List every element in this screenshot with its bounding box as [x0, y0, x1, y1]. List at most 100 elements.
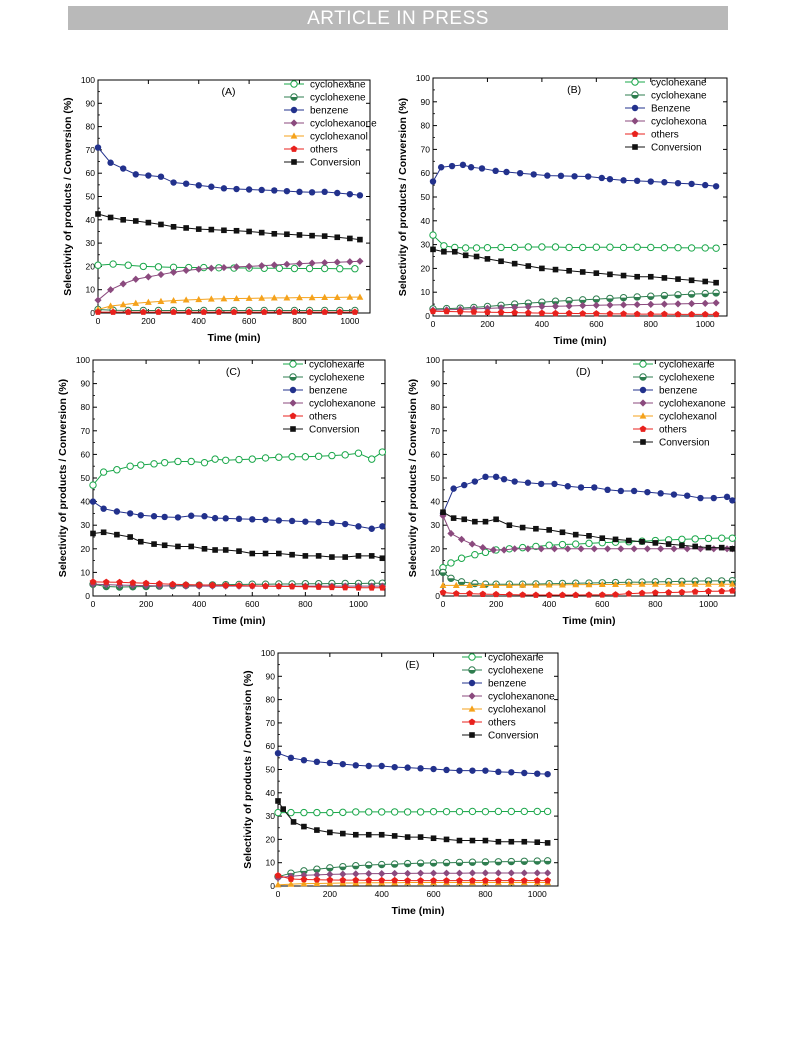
data-point-benzene	[321, 188, 328, 196]
data-point-cyclohexane	[89, 481, 97, 489]
y-tick-label: 90	[421, 97, 431, 107]
legend-entry-cyclohexene: cyclohexene	[462, 666, 544, 677]
data-point-benzene	[137, 512, 144, 519]
data-point-cyclohexanol	[612, 580, 619, 588]
series-others	[439, 587, 736, 598]
series-others	[429, 307, 720, 318]
y-tick-label: 80	[81, 402, 91, 412]
data-point-cyclohexane	[351, 265, 359, 273]
data-point-cyclohexane	[687, 244, 696, 252]
data-point-cyclohexanol	[170, 297, 177, 304]
data-point-benzene	[328, 519, 336, 527]
data-point-cyclohexene	[533, 857, 541, 865]
data-point-others	[497, 308, 505, 316]
data-point-conversion	[90, 530, 96, 537]
data-point-others	[552, 309, 559, 317]
data-point-cyclohexona	[579, 301, 587, 310]
data-point-others	[365, 876, 373, 884]
data-point-cyclohexanone	[603, 545, 612, 553]
data-point-cyclohexane	[701, 289, 709, 298]
y-tick-label: 40	[431, 497, 441, 507]
data-point-cyclohexane	[94, 261, 102, 269]
data-point-others	[688, 310, 695, 318]
series-conversion	[275, 798, 551, 846]
legend-label: cyclohexane	[309, 360, 365, 371]
series-others	[94, 308, 359, 315]
data-point-others	[102, 578, 110, 585]
data-point-cyclohexane	[139, 262, 148, 271]
data-point-benzene	[712, 183, 720, 190]
legend-marker	[468, 692, 476, 700]
data-point-cyclohexene	[481, 858, 490, 866]
data-point-cyclohexanone	[455, 869, 464, 877]
data-point-conversion	[95, 211, 101, 217]
data-point-others	[638, 589, 646, 596]
legend-entry-cyclohexanol: cyclohexanol	[284, 132, 368, 143]
data-point-cyclohexona	[511, 303, 519, 312]
panel-label-b: (B)	[567, 84, 581, 96]
data-point-conversion	[533, 525, 539, 532]
data-point-cyclohexanone	[429, 869, 438, 877]
legend-label: benzene	[309, 386, 348, 397]
data-point-others	[209, 581, 216, 588]
data-point-cyclohexanone	[365, 870, 373, 878]
data-point-conversion	[430, 246, 436, 253]
data-point-cyclohexene	[352, 862, 360, 870]
data-point-cyclohexanone	[132, 275, 140, 283]
legend-entry-cyclohexane: cyclohexane	[625, 78, 707, 89]
y-tick-label: 30	[81, 520, 91, 530]
data-point-conversion	[120, 217, 126, 223]
data-point-cyclohexane	[275, 453, 283, 461]
data-point-benzene	[258, 186, 265, 194]
data-point-others	[533, 877, 541, 884]
data-point-others	[430, 877, 437, 884]
data-point-others	[274, 872, 282, 879]
series-cyclohexane	[89, 448, 387, 489]
legend-label: cyclohexanone	[309, 399, 376, 410]
data-point-others	[352, 876, 360, 884]
data-point-others	[443, 877, 450, 884]
legend-marker	[290, 145, 298, 152]
legend-label: others	[659, 425, 687, 436]
data-point-conversion	[692, 543, 698, 550]
data-point-cyclohexene	[429, 859, 438, 867]
data-point-benzene	[450, 485, 457, 492]
data-point-benzene	[591, 484, 598, 491]
y-tick-label: 80	[266, 695, 276, 705]
data-point-cyclohexanol	[718, 580, 726, 587]
data-point-conversion	[443, 836, 450, 843]
data-point-cyclohexanol	[321, 293, 329, 300]
data-point-others	[705, 587, 712, 595]
data-point-conversion	[201, 546, 208, 552]
y-axis-title: Selectivity of products / Conversion (%)	[242, 670, 254, 868]
y-tick-label: 70	[266, 718, 276, 728]
data-point-cyclohexene	[457, 578, 466, 586]
data-point-conversion	[352, 831, 359, 838]
legend-label: others	[309, 412, 337, 423]
data-point-others	[469, 877, 476, 884]
legend-marker	[468, 705, 476, 712]
data-point-cyclohexane	[565, 243, 573, 252]
data-point-conversion	[482, 518, 489, 525]
data-point-cyclohexane	[368, 455, 376, 463]
data-point-cyclohexanol	[545, 581, 553, 588]
x-tick-label: 0	[276, 889, 281, 899]
data-point-benzene	[300, 756, 308, 764]
data-point-conversion	[404, 834, 411, 840]
y-tick-label: 90	[266, 671, 276, 681]
data-point-cyclohexanone	[321, 259, 329, 267]
data-point-cyclohexona	[688, 300, 696, 308]
x-axis-title: Time (min)	[563, 615, 616, 627]
data-point-conversion	[620, 272, 627, 279]
data-point-benzene	[661, 179, 668, 186]
data-point-benzene	[604, 486, 611, 493]
y-tick-label: 0	[90, 308, 95, 318]
data-point-conversion	[368, 553, 375, 559]
data-point-conversion	[315, 553, 322, 559]
data-point-cyclohexanone	[339, 870, 347, 878]
data-point-cyclohexanol	[572, 581, 580, 588]
legend-entry-cyclohexane: cyclohexane	[633, 360, 715, 371]
data-point-benzene	[500, 475, 508, 483]
legend-label: cyclohexanone	[310, 119, 377, 130]
data-point-cyclohexanone	[442, 869, 451, 877]
